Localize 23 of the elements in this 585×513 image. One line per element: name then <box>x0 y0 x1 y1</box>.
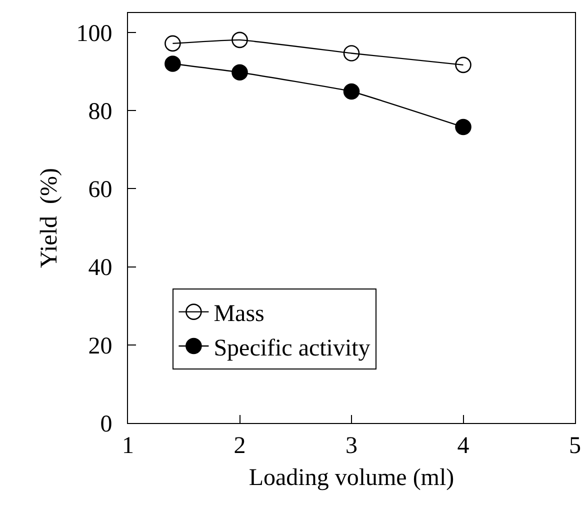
y-axis-title: Yield (%) <box>36 168 62 268</box>
x-tick-label: 4 <box>457 432 470 459</box>
legend-label: Mass <box>214 301 264 328</box>
y-tick-label: 40 <box>88 255 112 282</box>
x-tick-label: 5 <box>569 432 581 459</box>
point <box>455 118 472 136</box>
x-tick-label: 2 <box>234 432 246 459</box>
y-tick-label: 0 <box>100 411 112 438</box>
x-tick-label: 1 <box>122 432 134 459</box>
point <box>343 83 360 100</box>
x-tick-label: 3 <box>346 432 358 459</box>
point <box>455 56 472 74</box>
x-axis-title: Loading volume (ml) <box>248 465 454 492</box>
y-tick-label: 100 <box>76 20 112 47</box>
y-tick-label: 60 <box>88 177 112 204</box>
point <box>343 45 360 62</box>
y-tick-label: 80 <box>88 99 112 126</box>
point <box>232 64 248 80</box>
y-tick-label: 20 <box>88 333 112 360</box>
point <box>164 35 181 52</box>
point <box>164 56 181 72</box>
legend-label: Specific activity <box>214 335 370 362</box>
point <box>232 32 248 48</box>
